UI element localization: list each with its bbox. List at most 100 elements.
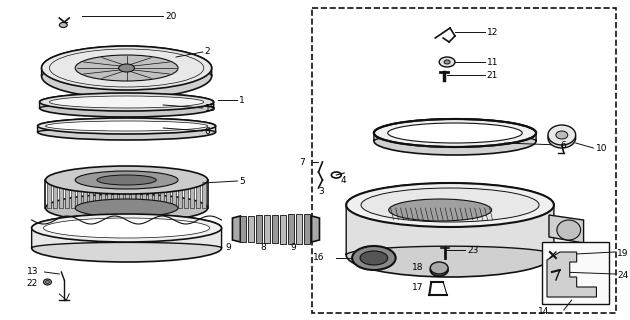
Ellipse shape bbox=[439, 57, 455, 67]
Text: 11: 11 bbox=[486, 58, 498, 67]
Ellipse shape bbox=[43, 218, 210, 238]
Polygon shape bbox=[549, 215, 583, 243]
Ellipse shape bbox=[32, 234, 222, 262]
Ellipse shape bbox=[374, 127, 536, 155]
Ellipse shape bbox=[548, 125, 576, 145]
Polygon shape bbox=[304, 214, 309, 244]
Text: 3: 3 bbox=[319, 187, 324, 196]
Polygon shape bbox=[166, 180, 170, 208]
Text: 6: 6 bbox=[561, 140, 566, 149]
Polygon shape bbox=[346, 183, 554, 255]
Text: 10: 10 bbox=[595, 143, 607, 153]
Polygon shape bbox=[137, 180, 140, 208]
Ellipse shape bbox=[45, 281, 50, 284]
Polygon shape bbox=[264, 215, 270, 243]
Ellipse shape bbox=[360, 251, 387, 265]
Ellipse shape bbox=[38, 118, 215, 134]
Text: 21: 21 bbox=[486, 70, 498, 79]
Polygon shape bbox=[130, 180, 135, 208]
Polygon shape bbox=[142, 180, 146, 208]
Text: 7: 7 bbox=[299, 157, 305, 166]
Text: 5: 5 bbox=[239, 177, 245, 186]
Text: 16: 16 bbox=[313, 253, 324, 262]
Text: 1: 1 bbox=[239, 95, 245, 105]
Ellipse shape bbox=[374, 119, 536, 147]
Ellipse shape bbox=[45, 194, 208, 222]
Text: 12: 12 bbox=[486, 28, 498, 36]
Polygon shape bbox=[59, 180, 63, 208]
Ellipse shape bbox=[59, 22, 67, 28]
Polygon shape bbox=[190, 180, 194, 208]
Ellipse shape bbox=[50, 96, 203, 108]
Ellipse shape bbox=[444, 60, 450, 64]
Text: 6: 6 bbox=[205, 126, 210, 135]
Polygon shape bbox=[184, 180, 188, 208]
Text: 4: 4 bbox=[340, 175, 346, 185]
Polygon shape bbox=[374, 119, 536, 141]
Ellipse shape bbox=[75, 199, 178, 217]
Polygon shape bbox=[77, 180, 81, 208]
Polygon shape bbox=[256, 215, 262, 243]
Polygon shape bbox=[547, 252, 597, 297]
Text: 19: 19 bbox=[617, 249, 629, 258]
Polygon shape bbox=[295, 214, 302, 244]
Bar bbox=[542, 242, 609, 304]
Ellipse shape bbox=[346, 233, 554, 277]
Polygon shape bbox=[288, 214, 294, 244]
Polygon shape bbox=[113, 180, 117, 208]
Ellipse shape bbox=[40, 99, 214, 117]
Ellipse shape bbox=[97, 175, 156, 185]
Polygon shape bbox=[125, 180, 129, 208]
Ellipse shape bbox=[38, 124, 215, 140]
Polygon shape bbox=[160, 180, 164, 208]
Ellipse shape bbox=[32, 214, 222, 242]
Text: 2: 2 bbox=[205, 46, 210, 55]
Polygon shape bbox=[40, 93, 214, 108]
Ellipse shape bbox=[75, 55, 178, 81]
Ellipse shape bbox=[430, 264, 448, 276]
Ellipse shape bbox=[45, 121, 208, 131]
Text: 24: 24 bbox=[617, 270, 629, 279]
Polygon shape bbox=[202, 180, 206, 208]
Polygon shape bbox=[71, 180, 75, 208]
Polygon shape bbox=[42, 46, 212, 76]
Polygon shape bbox=[118, 180, 123, 208]
Polygon shape bbox=[196, 180, 200, 208]
Ellipse shape bbox=[45, 166, 208, 194]
Polygon shape bbox=[280, 214, 286, 244]
Text: 13: 13 bbox=[26, 268, 38, 276]
Polygon shape bbox=[101, 180, 105, 208]
Text: 22: 22 bbox=[26, 278, 38, 287]
Polygon shape bbox=[241, 216, 246, 242]
Text: 14: 14 bbox=[537, 308, 549, 316]
Text: 17: 17 bbox=[412, 284, 423, 292]
Ellipse shape bbox=[118, 64, 135, 72]
Polygon shape bbox=[95, 180, 99, 208]
Ellipse shape bbox=[548, 128, 576, 148]
Text: 15: 15 bbox=[205, 103, 216, 113]
Polygon shape bbox=[47, 180, 52, 208]
Ellipse shape bbox=[75, 171, 178, 189]
Text: 8: 8 bbox=[260, 243, 266, 252]
Polygon shape bbox=[272, 215, 278, 243]
Ellipse shape bbox=[43, 279, 52, 285]
Ellipse shape bbox=[352, 246, 396, 270]
Polygon shape bbox=[66, 180, 69, 208]
Ellipse shape bbox=[42, 54, 212, 98]
Polygon shape bbox=[89, 180, 93, 208]
Polygon shape bbox=[83, 180, 87, 208]
Ellipse shape bbox=[40, 93, 214, 111]
Text: 23: 23 bbox=[467, 245, 478, 254]
Polygon shape bbox=[178, 180, 182, 208]
Polygon shape bbox=[32, 214, 222, 248]
Text: 20: 20 bbox=[165, 12, 176, 20]
Ellipse shape bbox=[556, 131, 568, 139]
Ellipse shape bbox=[361, 188, 539, 222]
Ellipse shape bbox=[430, 262, 448, 274]
Ellipse shape bbox=[557, 220, 581, 240]
Text: 9: 9 bbox=[226, 243, 231, 252]
Polygon shape bbox=[154, 180, 158, 208]
Polygon shape bbox=[248, 216, 255, 242]
Polygon shape bbox=[107, 180, 111, 208]
Ellipse shape bbox=[346, 183, 554, 227]
